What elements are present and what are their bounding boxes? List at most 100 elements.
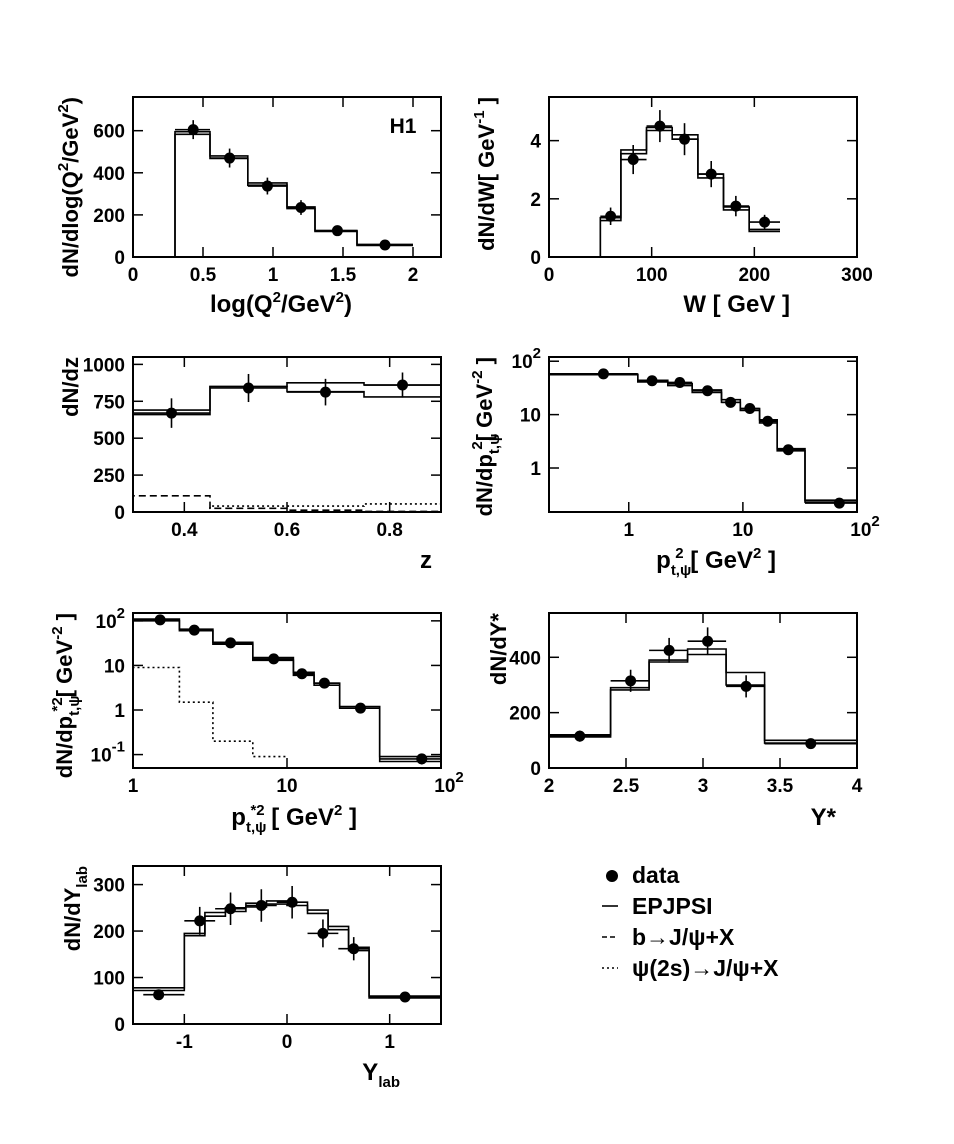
w-xtick-label: 100: [636, 265, 668, 286]
ystar-xtick-label: 3.5: [767, 776, 794, 797]
w-x-axis-title: W [ GeV ]: [683, 291, 790, 318]
panel-z: 0.4 0.6 0.8 0 250 500 750 1000 z dN/dz: [58, 355, 442, 574]
ystar-data-point: [687, 627, 727, 656]
z-x-axis-title: z: [420, 547, 432, 574]
pt2-xtick-label: 10: [732, 520, 753, 541]
ylab-data-point: [215, 892, 246, 926]
z-data-point: [287, 378, 364, 406]
q2-data-point: [315, 225, 357, 237]
ptstar2-model-epjpsi-1: [132, 620, 441, 768]
w-xtick-label: 0: [544, 265, 555, 286]
w-data-point: [646, 110, 673, 143]
ptstar2-frame: [132, 612, 442, 769]
ptstar2-data-point: [212, 637, 253, 649]
panel-ystar: 2 2.5 3 3.5 4 0 200 400 Y* dN/dY*: [486, 612, 863, 831]
ystar-data-point: [764, 738, 857, 750]
pt2-data-point: [692, 385, 722, 397]
panel-w: 0 100 200 300 0 2 4 W [ GeV ] dN/dW[ GeV-1 ]: [471, 96, 873, 318]
ptstar2-data-point: [133, 614, 180, 626]
ptstar2-data-point: [379, 753, 441, 765]
q2-frame: [132, 96, 442, 258]
z-y-axis-title: dN/dz: [58, 357, 83, 417]
z-ytick-label: 750: [93, 392, 125, 413]
ylab-data-point: [338, 937, 370, 961]
ylab-data-point: [276, 885, 308, 919]
z-ytick-label: 500: [93, 429, 125, 450]
legend-entry-solid: EPJPSI: [602, 893, 713, 919]
z-data-point: [133, 398, 210, 428]
q2-xtick-label: 0: [128, 265, 139, 286]
z-frame: [132, 356, 442, 513]
ptstar2-xtick-label: 102: [434, 769, 463, 797]
pt2-data-point: [759, 415, 778, 427]
q2-ytick-label: 0: [114, 248, 125, 269]
ystar-x-axis-title: Y*: [811, 804, 837, 831]
pt2-data-point: [667, 376, 693, 388]
q2-model-epjpsi-1: [174, 133, 413, 257]
ptstar2-ytick-label: 102: [96, 605, 125, 633]
ptstar2-data-point: [314, 677, 340, 689]
pt2-data-point: [637, 375, 668, 387]
legend-marker-icon: [606, 870, 618, 882]
ptstar2-data-point: [293, 668, 315, 680]
ptstar2-model-epjpsi-0: [132, 618, 441, 768]
ystar-xtick-label: 4: [852, 776, 863, 797]
pt2-data-point: [740, 403, 760, 415]
legend-label: data: [632, 862, 680, 888]
ylab-data-point: [307, 919, 339, 948]
ystar-ytick-label: 0: [530, 759, 541, 780]
w-y-axis-title: dN/dW[ GeV-1 ]: [471, 97, 499, 251]
ptstar2-y-axis-title: dN/dpt,ψ*2[ GeV-2 ]: [49, 613, 83, 778]
ptstar2-data-point: [339, 702, 380, 714]
ystar-data-point: [549, 730, 611, 742]
q2-xtick-label: 1.5: [330, 265, 357, 286]
ystar-model-epjpsi-0: [548, 648, 857, 768]
ptstar2-data-point: [179, 624, 213, 636]
legend-label: ψ(2s)→J/ψ+X: [632, 955, 779, 981]
q2-data-point: [247, 177, 287, 195]
ystar-data-point: [610, 669, 650, 692]
legend-entry-marker: data: [606, 862, 680, 888]
w-data-point: [620, 145, 647, 175]
ylab-data-point: [369, 991, 441, 1003]
ylab-ytick-label: 100: [93, 969, 125, 990]
pt2-xtick-label: 1: [623, 520, 634, 541]
pt2-y-axis-title: dN/dpt,ψ2[ GeV-2 ]: [469, 357, 503, 516]
ylab-ytick-label: 300: [93, 876, 125, 897]
q2-data-point: [357, 239, 413, 251]
z-model-epjpsi-1: [132, 385, 441, 512]
pt2-data-point: [804, 497, 857, 509]
w-xtick-label: 300: [841, 265, 873, 286]
legend-label: b→J/ψ+X: [632, 924, 735, 950]
panel-pt2: 1 10 102 1 10 102 pt,ψ2 [ GeV2 ] dN/dpt,ψ2[ GeV…: [469, 345, 880, 579]
pt2-data-point: [777, 444, 805, 456]
ylab-x-axis-title: Ylab: [362, 1059, 400, 1091]
legend: data EPJPSI b→J/ψ+X ψ(2s)→J/ψ+X: [602, 862, 779, 981]
ptstar2-x-axis-title: pt,ψ*2 [ GeV2 ]: [231, 802, 357, 836]
pt2-model-epjpsi-0: [548, 373, 857, 512]
pt2-model-epjpsi-1: [548, 373, 857, 512]
w-frame: [548, 96, 858, 258]
q2-annotation: H1: [390, 115, 417, 138]
ylab-xtick-label: -1: [176, 1032, 193, 1053]
ptstar2-model-dotted-2: [132, 666, 287, 768]
z-model-dashed-2: [132, 495, 441, 513]
ylab-xtick-label: 1: [384, 1032, 395, 1053]
z-ytick-label: 250: [93, 466, 125, 487]
q2-x-axis-title: log(Q2/GeV2): [210, 289, 352, 318]
q2-ytick-label: 200: [93, 206, 125, 227]
w-data-point: [723, 195, 750, 217]
q2-xtick-label: 1: [268, 265, 279, 286]
ptstar2-ytick-label: 10: [104, 656, 125, 677]
pt2-data-point: [721, 396, 741, 408]
z-xtick-label: 0.6: [274, 520, 300, 541]
ylab-data-point: [143, 989, 185, 1001]
z-ytick-label: 1000: [83, 355, 125, 376]
q2-data-point: [287, 200, 315, 215]
ystar-data-point: [726, 675, 765, 698]
z-data-point: [364, 372, 441, 398]
w-xtick-label: 200: [738, 265, 770, 286]
